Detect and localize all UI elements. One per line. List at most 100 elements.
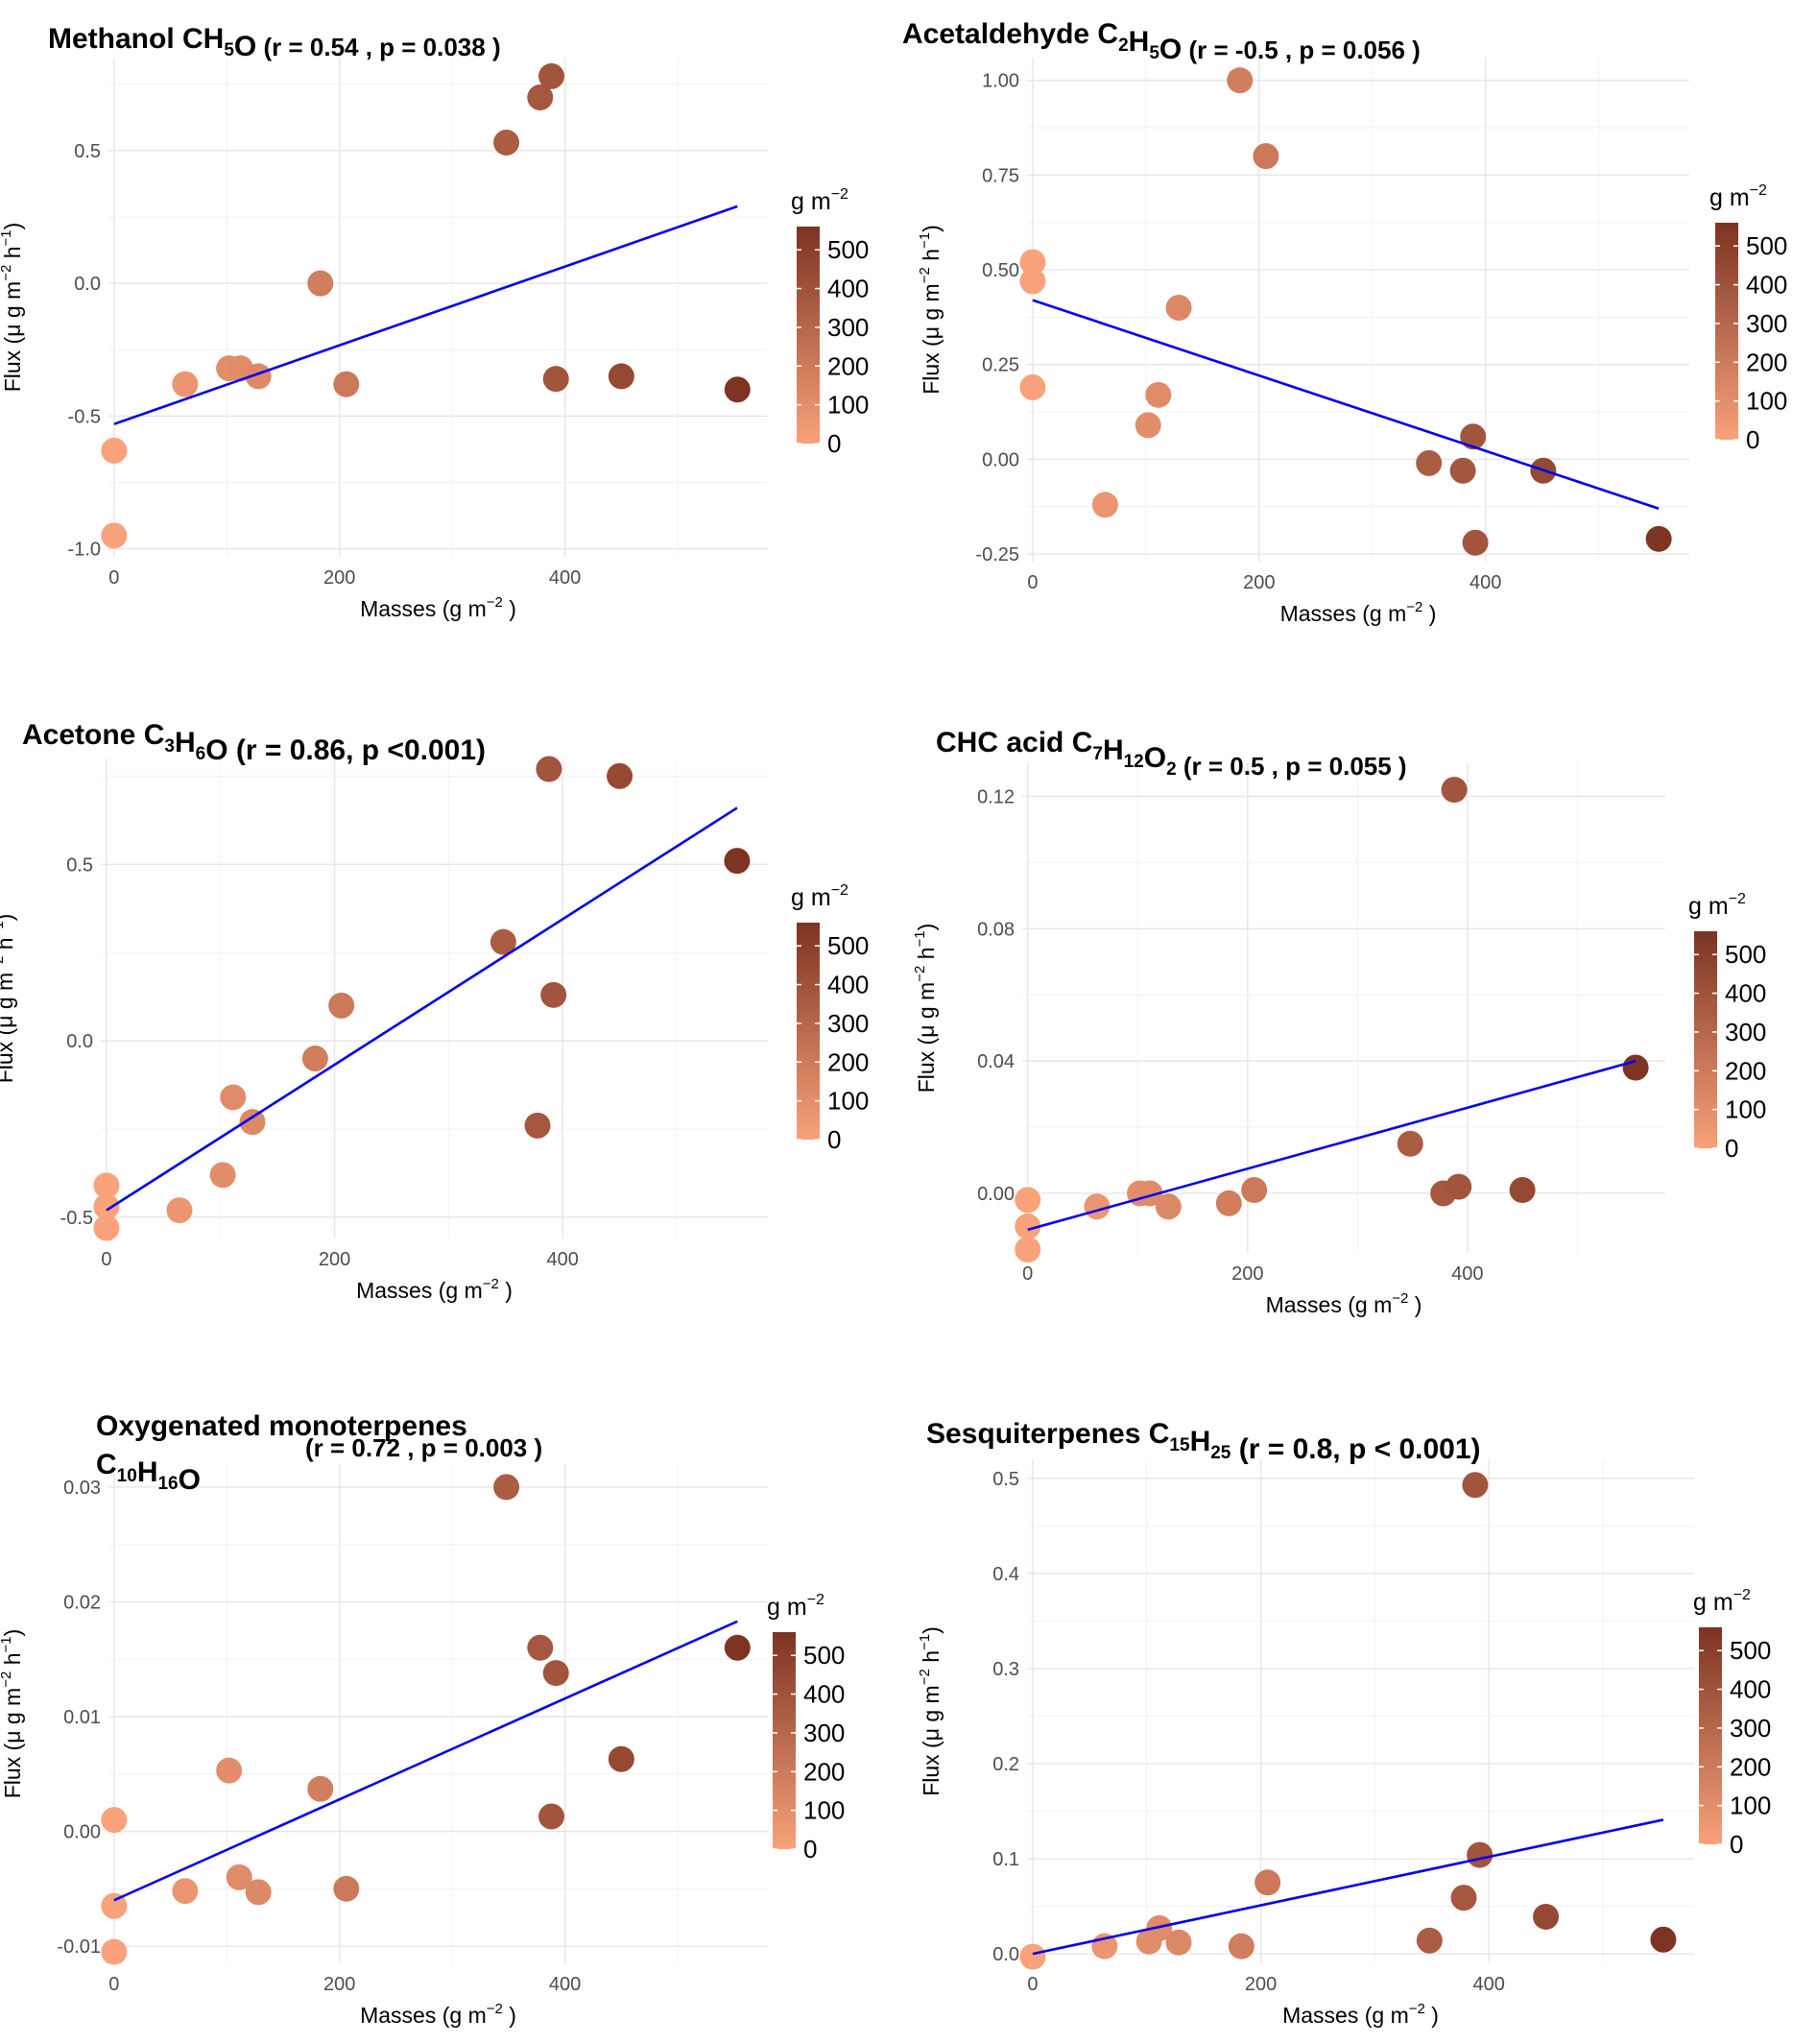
panel-3: 0 200 400 -0.5 0.0 0.5 Masses (g m−2 ) Flux (μ … [0,719,869,1303]
y-tick-label: 0.08 [977,919,1015,940]
x-tick-label: 0 [1022,1263,1033,1285]
data-point [1416,1927,1443,1954]
y-tick-label: 0.01 [63,1707,101,1728]
data-point [1254,1869,1281,1896]
y-tick-label: 0.2 [992,1754,1019,1775]
chart-title: CHC acid C7H12O2 (r = 0.5 , p = 0.055 ) [936,727,1407,781]
x-tick-label: 0 [108,567,119,589]
data-point [172,371,199,397]
legend-title: g m−2 [1688,891,1746,920]
y-axis-label: Flux (μ g m−2 h−1) [0,1629,25,1799]
legend-tick-label: 400 [827,275,869,303]
legend-tick-label: 200 [1730,1752,1771,1781]
y-tick-label: 0.25 [982,355,1019,376]
data-point [1650,1926,1677,1953]
y-tick-label: 0.5 [66,854,93,876]
legend-tick-label: 200 [1746,348,1787,376]
legend-tick-label: 400 [827,971,869,999]
legend-title: g m−2 [1709,182,1767,211]
legend-tick-label: 300 [803,1719,845,1747]
legend-tick-label: 500 [1746,231,1787,260]
data-point [307,1775,334,1802]
y-tick-label: 0.0 [74,274,101,295]
chart-title: Sesquiterpenes C15H25 (r = 0.8, p < 0.00… [926,1418,1481,1465]
chart-title: Acetaldehyde C2H5O (r = -0.5 , p = 0.056… [902,18,1421,65]
y-tick-label: -0.5 [68,406,101,427]
data-point [333,371,360,397]
legend-tick-label: 500 [1725,940,1766,969]
data-point [1416,449,1443,476]
data-point [245,363,272,390]
data-point [328,992,355,1019]
data-point [101,522,128,549]
legend-tick-label: 200 [1725,1056,1766,1085]
data-point [1397,1130,1423,1157]
data-point [245,1879,272,1906]
legend-tick-label: 0 [1725,1134,1738,1163]
data-point [220,1084,247,1111]
regression-line [1032,299,1660,510]
data-point [216,1757,243,1784]
data-point [333,1875,360,1902]
y-tick-label: 0.00 [977,1184,1015,1205]
x-tick-label: 0 [1027,572,1038,593]
legend-colorbar [797,227,820,444]
regression-line [1032,1818,1664,1956]
y-tick-label: 0.0 [66,1031,93,1052]
y-axis-label: Flux (μ g m−2 h−1) [917,225,944,395]
y-tick-label: -0.5 [60,1208,93,1229]
legend-tick-label: 400 [1746,271,1787,300]
chart-title: Acetone C3H6O (r = 0.86, p <0.001) [22,719,486,766]
data-point [1165,1929,1192,1956]
y-tick-label: 0.4 [992,1564,1019,1585]
x-axis-label: Masses (g m−2 ) [1266,1290,1422,1317]
data-point [608,1745,634,1772]
legend-colorbar [1699,1627,1722,1844]
data-point [1462,1472,1489,1499]
legend-tick-label: 0 [827,1125,841,1154]
legend-colorbar [797,923,820,1140]
legend-title: g m−2 [767,1592,824,1621]
x-tick-label: 400 [1472,1974,1504,1995]
y-tick-label: 0.0 [992,1944,1019,1965]
y-tick-label: 0.75 [982,165,1019,186]
data-point [608,363,634,390]
y-tick-label: 0.12 [977,786,1015,807]
y-tick-label: 1.00 [982,71,1019,92]
data-point [524,1112,551,1139]
data-point [724,848,751,875]
legend-tick-label: 300 [827,1009,869,1038]
legend-tick-label: 500 [827,235,869,264]
data-point [1460,423,1487,450]
data-point [1091,492,1118,518]
data-point [1019,249,1046,276]
data-point [1462,529,1489,556]
legend-tick-label: 100 [827,1087,869,1116]
data-point [490,928,516,955]
panel-2: 0 200 400 -0.25 0.00 0.25 0.50 0.75 1.00 Masses (… [902,18,1787,626]
x-tick-label: 400 [546,1249,578,1270]
data-point [493,130,520,156]
x-axis-label: Masses (g m−2 ) [360,594,516,621]
x-tick-label: 200 [319,1249,350,1270]
x-tick-label: 200 [1245,1974,1277,1995]
x-axis-label: Masses (g m−2 ) [1280,599,1437,626]
data-point [1622,1054,1649,1081]
data-point [1015,1237,1041,1263]
y-tick-label: 0.1 [992,1849,1019,1870]
x-tick-label: 0 [101,1249,111,1270]
data-point [1450,1885,1477,1912]
data-point [1084,1193,1111,1220]
legend-tick-label: 300 [1725,1018,1766,1046]
legend-tick-label: 300 [827,313,869,342]
legend-tick-label: 100 [1746,387,1787,416]
data-point [527,84,554,110]
legend-title: g m−2 [791,186,848,215]
data-point [536,756,562,782]
legend-tick-label: 100 [827,391,869,420]
x-axis-label: Masses (g m−2 ) [356,1276,513,1303]
x-tick-label: 400 [1470,572,1501,593]
y-tick-label: 0.00 [63,1822,101,1843]
data-point [538,1803,565,1830]
